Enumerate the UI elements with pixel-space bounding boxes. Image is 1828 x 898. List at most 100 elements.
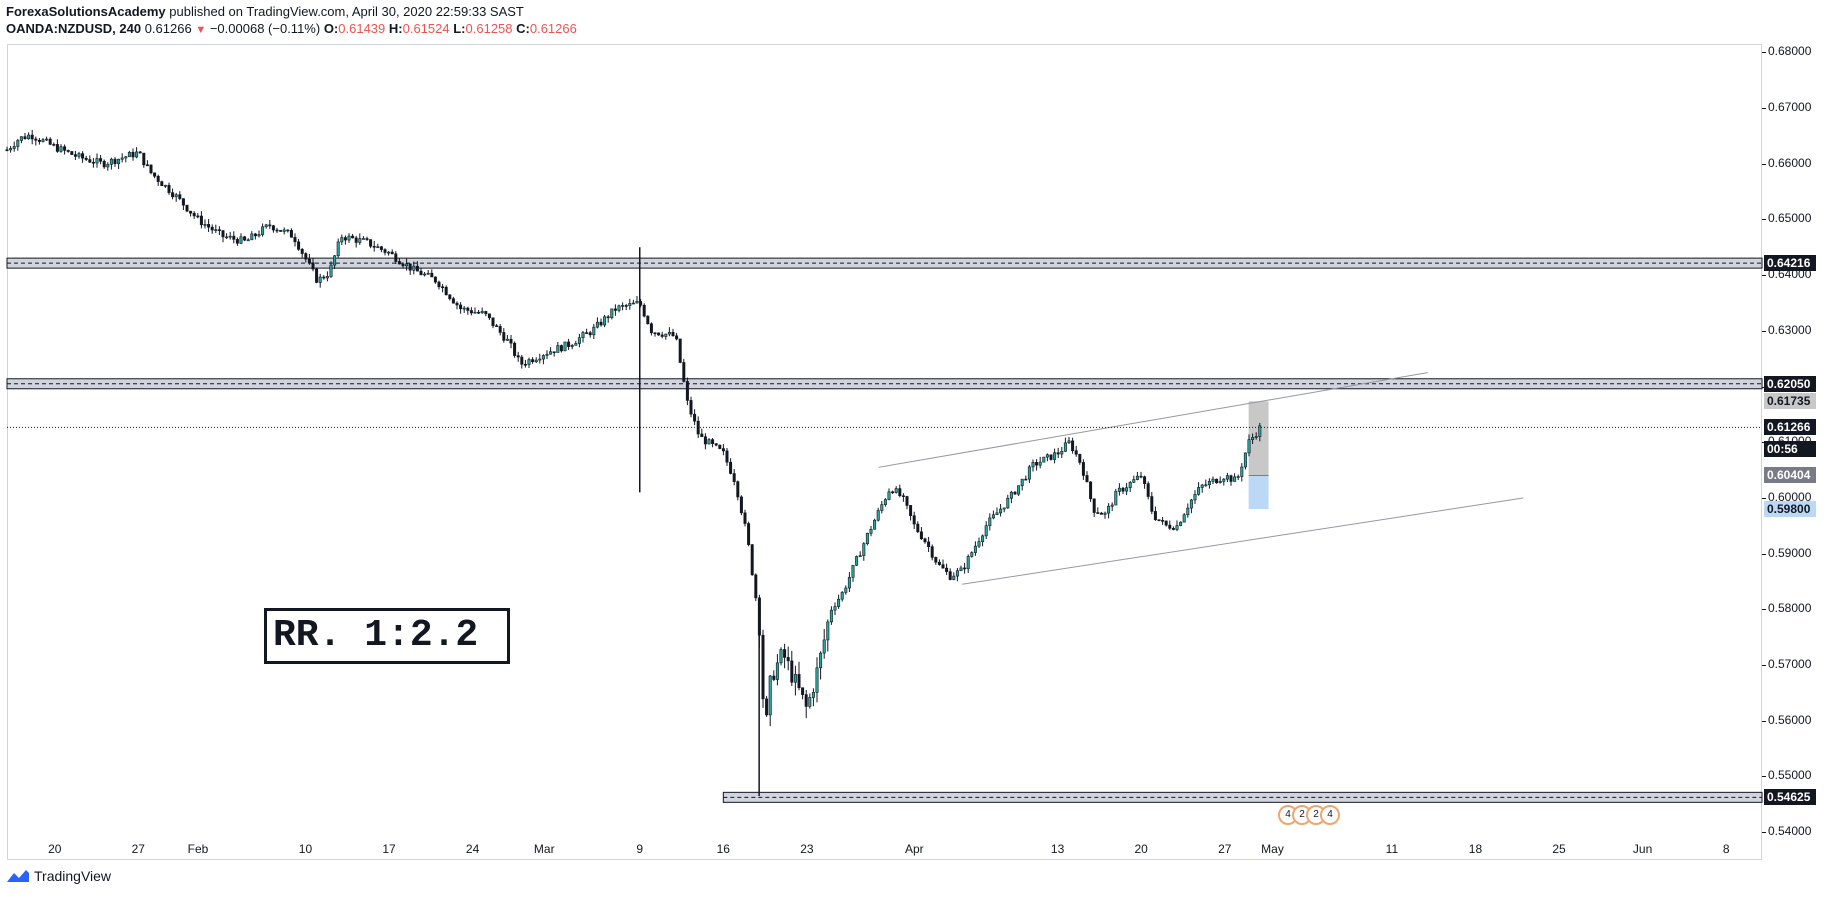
candle-body xyxy=(153,172,157,177)
candle-body xyxy=(1056,452,1060,455)
candle-body xyxy=(977,541,981,547)
candle-body xyxy=(959,567,963,572)
candle-body xyxy=(376,246,380,249)
candle-body xyxy=(174,194,178,198)
candle-body xyxy=(149,164,153,174)
candle-body xyxy=(390,251,394,255)
candle-body xyxy=(185,204,189,212)
candle-body xyxy=(498,326,502,333)
candle-body xyxy=(919,531,923,540)
candle-body xyxy=(221,230,225,238)
candle-body xyxy=(912,515,916,525)
candle-body xyxy=(1063,442,1067,452)
candle-body xyxy=(322,276,326,279)
time-tick-label: 24 xyxy=(465,842,480,856)
candle-body xyxy=(473,311,477,314)
candle-body xyxy=(847,576,851,589)
risk-reward-annotation[interactable]: RR. 1:2.2 xyxy=(264,608,510,664)
candle-body xyxy=(541,355,545,360)
candle-body xyxy=(1189,499,1193,509)
time-tick-label: Mar xyxy=(533,842,555,856)
ohlc-line: OANDA:NZDUSD, 240 0.61266 ▼ −0.00068 (−0… xyxy=(6,20,577,39)
candle-body xyxy=(246,239,250,242)
candle-body xyxy=(642,304,646,317)
candle-body xyxy=(667,332,671,335)
candle-body xyxy=(318,276,322,283)
candle-body xyxy=(1153,511,1157,520)
price-tick-label: 0.54000 xyxy=(1768,824,1812,839)
candle-body xyxy=(1128,482,1132,489)
time-tick-label: 27 xyxy=(131,842,145,856)
candle-body xyxy=(48,138,52,145)
candle-body xyxy=(171,192,175,198)
candle-body xyxy=(743,512,747,524)
candle-body xyxy=(682,362,686,382)
candle-body xyxy=(693,413,697,422)
candle-body xyxy=(181,198,185,206)
candle-body xyxy=(732,473,736,482)
candle-body xyxy=(718,444,722,449)
candle-body xyxy=(880,504,884,511)
time-tick-label: 13 xyxy=(1050,842,1065,856)
time-tick-label: 23 xyxy=(800,842,814,856)
candle-body xyxy=(721,448,725,452)
candle-body xyxy=(567,341,571,347)
candle-body xyxy=(1067,440,1071,444)
price-tick-label: 0.57000 xyxy=(1768,657,1812,672)
price-tick-label: 0.55000 xyxy=(1768,768,1812,783)
candle-body xyxy=(131,152,135,158)
time-tick-label: 18 xyxy=(1468,842,1483,856)
candle-body xyxy=(1017,485,1021,495)
candle-body xyxy=(995,512,999,516)
candle-body xyxy=(1240,466,1244,477)
author-name[interactable]: ForexaSolutionsAcademy xyxy=(6,4,166,19)
candle-body xyxy=(30,134,34,140)
candle-body xyxy=(81,153,85,159)
candle-body xyxy=(945,567,949,572)
candle-body xyxy=(12,146,16,149)
candle-body xyxy=(307,258,311,264)
publish-info: published on TradingView.com, April 30, … xyxy=(165,4,524,19)
candle-body xyxy=(444,286,448,296)
candle-body xyxy=(1143,476,1147,484)
candle-body xyxy=(685,381,689,401)
candle-body xyxy=(19,136,23,141)
candle-body xyxy=(1207,480,1211,486)
candle-body xyxy=(113,158,117,165)
candle-body xyxy=(887,491,891,500)
plot-area[interactable] xyxy=(7,44,1762,860)
candle-body xyxy=(207,224,211,228)
candle-body xyxy=(563,341,567,352)
candle-body xyxy=(1071,440,1075,451)
price-axis-marker: 00:56 xyxy=(1764,440,1816,457)
candle-body xyxy=(1053,452,1057,460)
candle-body xyxy=(621,305,625,307)
candle-body xyxy=(765,698,769,716)
candle-body xyxy=(1229,475,1233,482)
price-axis-marker: 0.60404 xyxy=(1764,467,1816,484)
candle-body xyxy=(1031,462,1035,468)
candle-body xyxy=(696,420,700,435)
candle-body xyxy=(923,538,927,543)
candle-body xyxy=(970,552,974,557)
candle-body xyxy=(520,356,524,365)
time-tick-label: Feb xyxy=(187,842,209,856)
candle-body xyxy=(999,508,1003,514)
candle-body xyxy=(63,146,67,151)
candle-body xyxy=(981,535,985,542)
publish-line: ForexaSolutionsAcademy published on Trad… xyxy=(6,3,577,20)
candle-body xyxy=(77,153,81,157)
tradingview-footer[interactable]: TradingView xyxy=(6,868,111,884)
candle-body xyxy=(574,343,578,346)
candle-body xyxy=(167,184,171,193)
candle-body xyxy=(916,523,920,533)
candle-body xyxy=(196,215,200,218)
candle-body xyxy=(361,238,365,240)
candle-body xyxy=(253,233,257,237)
candle-body xyxy=(127,152,131,158)
candle-body xyxy=(91,161,95,164)
candle-body xyxy=(433,276,437,283)
event-flag-icon[interactable]: 4 xyxy=(1320,805,1340,825)
